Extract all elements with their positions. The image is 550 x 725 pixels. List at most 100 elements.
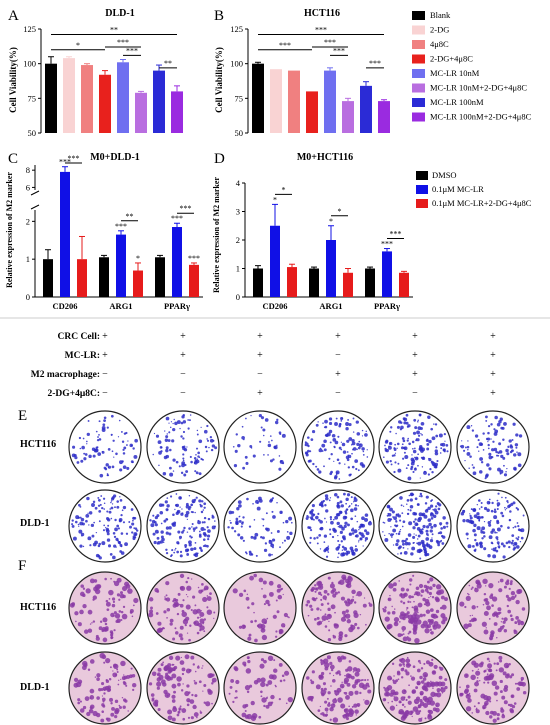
plate-dot [490,438,492,440]
plate-dot [508,518,512,522]
plate-dot [151,697,155,701]
plate-dot [89,659,95,664]
plate-dot [364,513,369,517]
plate-dot [382,456,385,459]
plate-dot [129,609,134,614]
plate-dot [201,583,204,586]
plate-dot [171,439,175,443]
plate-dot [101,697,106,702]
plate-dot [258,577,264,583]
plate-dot [511,539,514,542]
plate-dot [389,518,393,521]
plate-dot [433,423,435,425]
plate-dot [276,502,278,504]
plate-dot [403,550,408,555]
plate-dot [346,598,350,602]
plate-dot [266,617,269,620]
condition-mark: − [412,388,418,399]
plate-dot [339,530,343,535]
plate-dot [514,443,519,447]
plate-dot [366,456,369,458]
plate-dot [186,585,192,591]
y-tick-label: 100 [230,59,243,69]
plate-dot [440,447,443,450]
plate-dot [401,657,404,661]
plate-dot [116,539,119,542]
plate-dot [89,695,95,700]
plate-dot [88,524,90,526]
plate-dot [333,460,335,462]
plate-dot [464,459,466,462]
plate-dot [171,663,174,666]
plate-dot [486,605,491,611]
plate-dot [227,526,230,529]
plate-dot [411,440,415,444]
plate-dot [246,593,249,596]
plate-dot [191,526,193,528]
plate-dot [213,611,216,614]
plate-dot [398,580,401,582]
plate-dot [512,544,515,547]
plate-dot [337,697,343,703]
plate-dot [364,529,367,533]
plate-dot [417,453,420,456]
plate-dot [321,712,325,716]
plate-dot [203,521,206,524]
plate-dot [340,441,343,443]
plate-dot [440,613,446,619]
plate-dot [474,681,479,687]
plate-dot [156,514,160,518]
plate-dot [427,709,431,713]
plate-dot [94,540,98,545]
plate-dot [432,670,436,674]
plate-dot [354,622,358,626]
plate-dot [86,432,90,437]
plate-dot [419,692,423,696]
plate-dot [346,580,352,586]
plate-dot [165,446,169,450]
plate-dot [344,634,348,638]
legend-swatch [412,54,425,64]
plate-dot [111,706,115,711]
plate-dot [185,470,189,474]
plate-dot [154,588,159,593]
plate-dot [108,510,112,514]
plate-dot [356,626,360,630]
plate-dot [122,705,126,709]
plate-dot [358,539,360,542]
sig-label: *** [333,46,345,55]
plate-dot [335,470,340,475]
plate-dot [352,671,355,673]
plate-dot [343,677,350,683]
plate-dot [364,539,367,542]
plate-dot [196,616,200,619]
plate-dot [414,467,417,470]
plate-dot [495,450,498,454]
plate-dot [242,704,247,709]
plate-dot [305,452,308,455]
plate-dot [325,497,329,501]
plate-dot [116,593,121,597]
plate-dot [516,508,520,511]
plate-dot [418,447,422,451]
plate-dot [103,692,106,695]
plate-dot [165,508,169,512]
plate-dot [235,517,239,521]
plate-dot [433,523,437,528]
plate-dot [480,506,483,509]
plate-dot [480,461,484,464]
plate-dot [118,542,121,545]
plate-dot [473,514,478,519]
plate-dot [164,438,169,442]
plate-dot [288,616,290,619]
plate-dot [491,501,494,505]
plate-dot [407,695,411,699]
sig-label: *** [126,46,138,55]
plate-dot [153,432,156,435]
plate-dot [233,666,238,671]
plate-dot [307,449,310,453]
plate-dot [391,605,393,608]
plate-dot [390,463,393,466]
plate-dot [480,693,486,699]
plate-dot [468,467,470,470]
